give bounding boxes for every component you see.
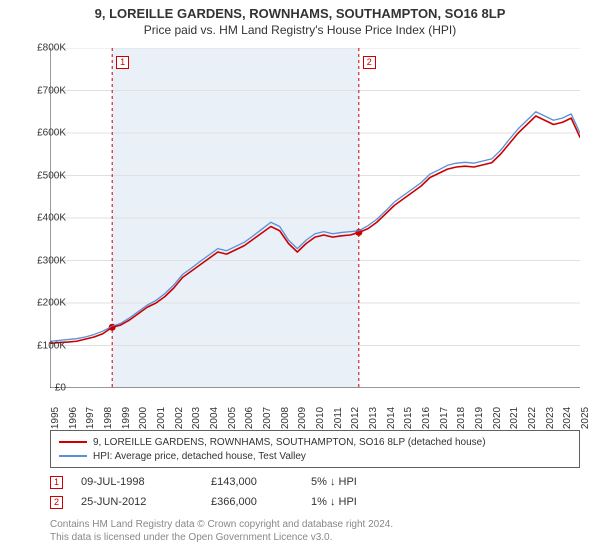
x-tick-label: 2018: [456, 407, 467, 429]
x-tick-label: 2006: [244, 407, 255, 429]
legend-item-hpi: HPI: Average price, detached house, Test…: [59, 449, 571, 463]
x-tick-label: 2011: [333, 407, 344, 429]
sale-price: £143,000: [211, 476, 311, 488]
x-tick-label: 2009: [297, 407, 308, 429]
legend-item-property: 9, LOREILLE GARDENS, ROWNHAMS, SOUTHAMPT…: [59, 435, 571, 449]
plot-svg: [50, 48, 580, 388]
y-tick-label: £500K: [16, 170, 66, 181]
y-tick-label: £300K: [16, 255, 66, 266]
legend-swatch-property: [59, 441, 87, 443]
sale-row: 1 09-JUL-1998 £143,000 5% ↓ HPI: [50, 472, 580, 492]
x-tick-label: 2017: [439, 407, 450, 429]
chart-subtitle: Price paid vs. HM Land Registry's House …: [0, 21, 600, 39]
x-tick-label: 2024: [562, 407, 573, 429]
x-tick-label: 1996: [68, 407, 79, 429]
x-tick-label: 2005: [227, 407, 238, 429]
sale-marker-icon: 1: [50, 476, 63, 489]
x-tick-label: 2025: [580, 407, 591, 429]
chart-container: 9, LOREILLE GARDENS, ROWNHAMS, SOUTHAMPT…: [0, 0, 600, 560]
x-tick-label: 2014: [386, 407, 397, 429]
x-tick-label: 2015: [403, 407, 414, 429]
x-tick-label: 2010: [315, 407, 326, 429]
y-tick-label: £400K: [16, 213, 66, 224]
x-tick-label: 1995: [50, 407, 61, 429]
sales-table: 1 09-JUL-1998 £143,000 5% ↓ HPI 2 25-JUN…: [50, 472, 580, 512]
sale-date: 09-JUL-1998: [81, 476, 211, 488]
legend-label-hpi: HPI: Average price, detached house, Test…: [93, 451, 306, 462]
x-tick-label: 2013: [368, 407, 379, 429]
x-tick-label: 2004: [209, 407, 220, 429]
x-tick-label: 2002: [174, 407, 185, 429]
x-tick-label: 2001: [156, 407, 167, 429]
y-tick-label: £600K: [16, 128, 66, 139]
y-tick-label: £700K: [16, 85, 66, 96]
x-tick-label: 2019: [474, 407, 485, 429]
y-tick-label: £800K: [16, 43, 66, 54]
x-tick-label: 2021: [509, 407, 520, 429]
sale-marker-icon: 2: [50, 496, 63, 509]
sale-date: 25-JUN-2012: [81, 496, 211, 508]
x-tick-label: 2012: [350, 407, 361, 429]
credits-line: This data is licensed under the Open Gov…: [50, 531, 580, 544]
legend-label-property: 9, LOREILLE GARDENS, ROWNHAMS, SOUTHAMPT…: [93, 437, 486, 448]
credits: Contains HM Land Registry data © Crown c…: [50, 518, 580, 544]
x-tick-label: 2007: [262, 407, 273, 429]
x-tick-label: 2020: [492, 407, 503, 429]
x-tick-label: 1998: [103, 407, 114, 429]
legend: 9, LOREILLE GARDENS, ROWNHAMS, SOUTHAMPT…: [50, 430, 580, 468]
x-tick-label: 2000: [138, 407, 149, 429]
x-tick-label: 1997: [85, 407, 96, 429]
x-tick-label: 2003: [191, 407, 202, 429]
x-tick-label: 2023: [545, 407, 556, 429]
y-tick-label: £100K: [16, 340, 66, 351]
sale-price: £366,000: [211, 496, 311, 508]
sale-marker-box: 1: [116, 56, 129, 69]
chart-title: 9, LOREILLE GARDENS, ROWNHAMS, SOUTHAMPT…: [0, 0, 600, 21]
legend-swatch-hpi: [59, 455, 87, 457]
sale-marker-box: 2: [363, 56, 376, 69]
sale-diff: 5% ↓ HPI: [311, 476, 431, 488]
x-tick-label: 2022: [527, 407, 538, 429]
x-tick-label: 2008: [280, 407, 291, 429]
credits-line: Contains HM Land Registry data © Crown c…: [50, 518, 580, 531]
y-tick-label: £200K: [16, 298, 66, 309]
y-tick-label: £0: [16, 383, 66, 394]
sale-diff: 1% ↓ HPI: [311, 496, 431, 508]
chart-area: 12: [50, 48, 580, 388]
sale-row: 2 25-JUN-2012 £366,000 1% ↓ HPI: [50, 492, 580, 512]
x-tick-label: 2016: [421, 407, 432, 429]
x-tick-label: 1999: [121, 407, 132, 429]
